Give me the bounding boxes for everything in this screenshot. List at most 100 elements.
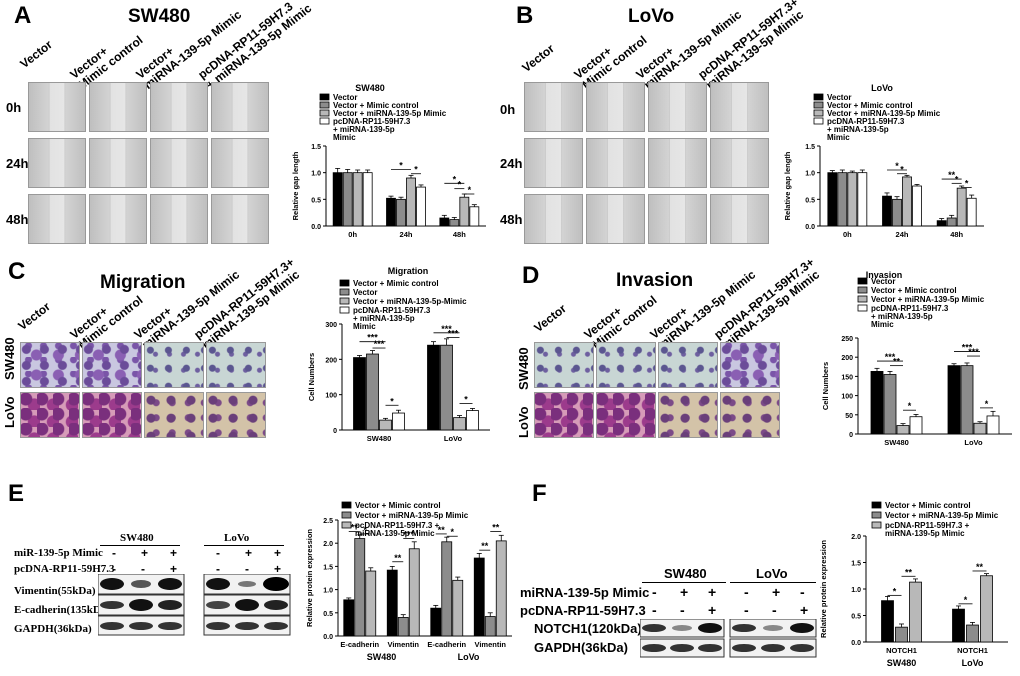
col-header: Vector [531, 301, 569, 335]
y-axis-label: Relative protein expression [819, 540, 828, 638]
x-tick-label: SW480 [367, 434, 392, 443]
treatment-sign: + [170, 546, 178, 560]
western-blot-f [640, 619, 817, 658]
bar [379, 419, 392, 431]
bar [973, 422, 987, 435]
bar [473, 557, 485, 637]
legend-swatch [813, 93, 824, 101]
col-header: Vector [15, 299, 53, 333]
micrograph [150, 82, 208, 132]
legend-label: Vector + miRNA-139-5p-Mimic [353, 297, 467, 306]
legend-swatch [871, 521, 882, 529]
treatment-sign: - [112, 546, 116, 560]
significance-mark: * [964, 595, 968, 605]
panel-title-d: Invasion [616, 270, 694, 291]
bar [397, 617, 409, 637]
bar [362, 172, 373, 227]
bar [449, 219, 460, 227]
x-tick-label: Vimentin [474, 640, 506, 649]
bar [342, 172, 353, 227]
bar [343, 599, 355, 637]
chart-title: LoVo [871, 83, 893, 93]
treatment-sign: + [680, 584, 689, 600]
treatment-sign: - [800, 584, 805, 600]
treatment-sign: - [652, 584, 657, 600]
micrograph [144, 392, 204, 438]
significance-mark: *** [968, 347, 979, 357]
micrograph [150, 138, 208, 188]
micrograph [658, 392, 718, 438]
bar [882, 195, 892, 227]
significance-mark: ** [351, 523, 359, 533]
bar [440, 344, 453, 431]
panel-title-b: LoVo [628, 6, 675, 27]
panel-label-b: B [516, 2, 534, 29]
micrograph [89, 194, 147, 244]
bar [495, 540, 507, 637]
treatment-sign: + [274, 546, 282, 560]
legend-swatch [857, 286, 868, 294]
y-tick-label: 1.5 [805, 144, 815, 151]
row-label: LoVo [516, 406, 531, 438]
band-label: E-cadherin(135kDa) [14, 604, 110, 616]
significance-mark: * [453, 174, 457, 184]
y-tick-label: 200 [841, 355, 853, 362]
legend-label: pcDNA-RP11-59H7.3 [353, 306, 431, 315]
legend-label: Mimic [353, 322, 376, 331]
x-tick-label: Vimentin [387, 640, 419, 649]
bar [332, 172, 343, 227]
legend-label: Mimic [871, 320, 894, 329]
treatment-sign: + [141, 546, 149, 560]
micrograph [596, 342, 656, 388]
blot-group-label: SW480 [664, 566, 707, 581]
bar [386, 197, 396, 227]
significance-mark: ** [492, 523, 500, 533]
significance-mark: * [908, 401, 912, 411]
significance-mark: * [893, 586, 897, 596]
y-tick-label: 0.5 [805, 197, 815, 204]
bar [870, 371, 884, 435]
x-tick-label: NOTCH1 [957, 646, 988, 655]
bar [406, 177, 416, 227]
legend-label: Vector [827, 93, 851, 102]
x-tick-label: E-cadherin [427, 640, 466, 649]
micrograph [144, 342, 204, 388]
micrograph [211, 82, 269, 132]
bar [427, 344, 440, 431]
legend-label: Vector + Mimic control [827, 101, 913, 110]
bar [892, 198, 902, 227]
bar [881, 600, 894, 643]
bar [430, 607, 442, 637]
micrograph [586, 138, 645, 188]
panel-label-a: A [14, 2, 32, 29]
bar [847, 172, 858, 227]
legend-swatch [813, 101, 824, 109]
significance-mark: * [414, 165, 418, 175]
bar [966, 624, 979, 643]
significance-mark: *** [448, 328, 459, 338]
treatment-sign: - [744, 584, 749, 600]
bar [966, 197, 977, 227]
blot-group-label: LoVo [224, 532, 250, 544]
legend-swatch [813, 117, 824, 125]
x-tick-label: LoVo [964, 438, 983, 447]
y-tick-label: 0 [849, 432, 853, 439]
legend-swatch [319, 93, 330, 101]
treatment-sign: - [112, 562, 116, 576]
blot-row-label: pcDNA-RP11-59H7.3 [520, 603, 646, 618]
micrograph [710, 194, 769, 244]
y-tick-label: 300 [325, 322, 337, 329]
legend-swatch [871, 501, 882, 509]
treatment-sign: - [744, 602, 749, 618]
treatment-sign: + [274, 562, 282, 576]
x-tick-label: E-cadherin [340, 640, 379, 649]
legend-label: Vector + miRNA-139-5p Mimic [885, 511, 999, 520]
col-header: Vector [17, 37, 55, 71]
y-tick-label: 0.0 [805, 224, 815, 231]
legend-label: pcDNA-RP11-59H7.3 [871, 304, 949, 313]
legend-label: Vector [353, 288, 377, 297]
panel-label-f: F [532, 480, 547, 507]
y-tick-label: 0 [333, 428, 337, 435]
